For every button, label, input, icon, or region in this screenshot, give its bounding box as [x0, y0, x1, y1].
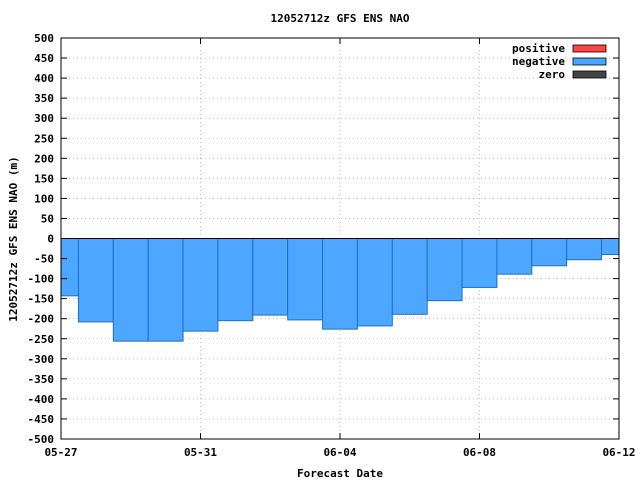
- bars: [60, 238, 620, 342]
- bar: [566, 238, 603, 261]
- bar: [217, 238, 254, 322]
- y-tick-label: 150: [34, 172, 54, 185]
- x-tick-label: 06-04: [323, 446, 356, 459]
- bar: [287, 238, 324, 321]
- legend-swatch-zero: [572, 70, 607, 79]
- y-tick-label: -150: [28, 293, 55, 306]
- legend-label-zero: zero: [539, 68, 566, 81]
- y-tick-label: -50: [34, 253, 54, 266]
- bar: [60, 238, 79, 297]
- y-tick-label: 500: [34, 32, 54, 45]
- bar: [391, 238, 428, 315]
- bar: [531, 238, 568, 267]
- y-tick-label: 450: [34, 52, 54, 65]
- y-tick-label: 100: [34, 192, 54, 205]
- x-axis-label: Forecast Date: [297, 467, 383, 480]
- x-tick-label: 06-08: [463, 446, 496, 459]
- y-tick-label: 250: [34, 132, 54, 145]
- y-tick-label: 0: [47, 233, 54, 246]
- y-tick-label: -200: [28, 313, 55, 326]
- x-tick-label: 05-31: [184, 446, 217, 459]
- bar: [182, 238, 219, 332]
- x-tick-label: 06-12: [602, 446, 635, 459]
- y-tick-label: -100: [28, 273, 55, 286]
- y-tick-label: 200: [34, 152, 54, 165]
- y-tick-label: -300: [28, 353, 55, 366]
- bar: [77, 238, 114, 323]
- y-tick-label: 50: [41, 212, 54, 225]
- x-tick-label: 05-27: [44, 446, 77, 459]
- bar: [356, 238, 393, 327]
- legend-swatch-negative: [572, 57, 607, 66]
- bar: [147, 238, 184, 342]
- bar: [426, 238, 463, 302]
- y-tick-label: 300: [34, 112, 54, 125]
- legend-swatch-positive: [572, 44, 607, 53]
- y-axis-label: 12052712z GFS ENS NAO (m): [7, 156, 20, 322]
- y-tick-label: -400: [28, 393, 55, 406]
- bar: [461, 238, 498, 288]
- plot-frame: [60, 37, 620, 440]
- y-tick-label: -350: [28, 373, 55, 386]
- bar: [322, 238, 358, 330]
- chart-title: 12052712z GFS ENS NAO: [270, 12, 409, 25]
- y-tick-label: 400: [34, 72, 54, 85]
- bar: [496, 238, 533, 275]
- legend-label-negative: negative: [512, 55, 565, 68]
- y-tick-label: -500: [28, 433, 55, 446]
- axes: 500450400350300250200150100500-50-100-15…: [28, 32, 636, 459]
- bar: [252, 238, 289, 316]
- legend-label-positive: positive: [512, 42, 565, 55]
- bar: [112, 238, 149, 342]
- bar: [601, 238, 620, 256]
- y-tick-label: 350: [34, 92, 54, 105]
- y-tick-label: -450: [28, 413, 55, 426]
- y-tick-label: -250: [28, 333, 55, 346]
